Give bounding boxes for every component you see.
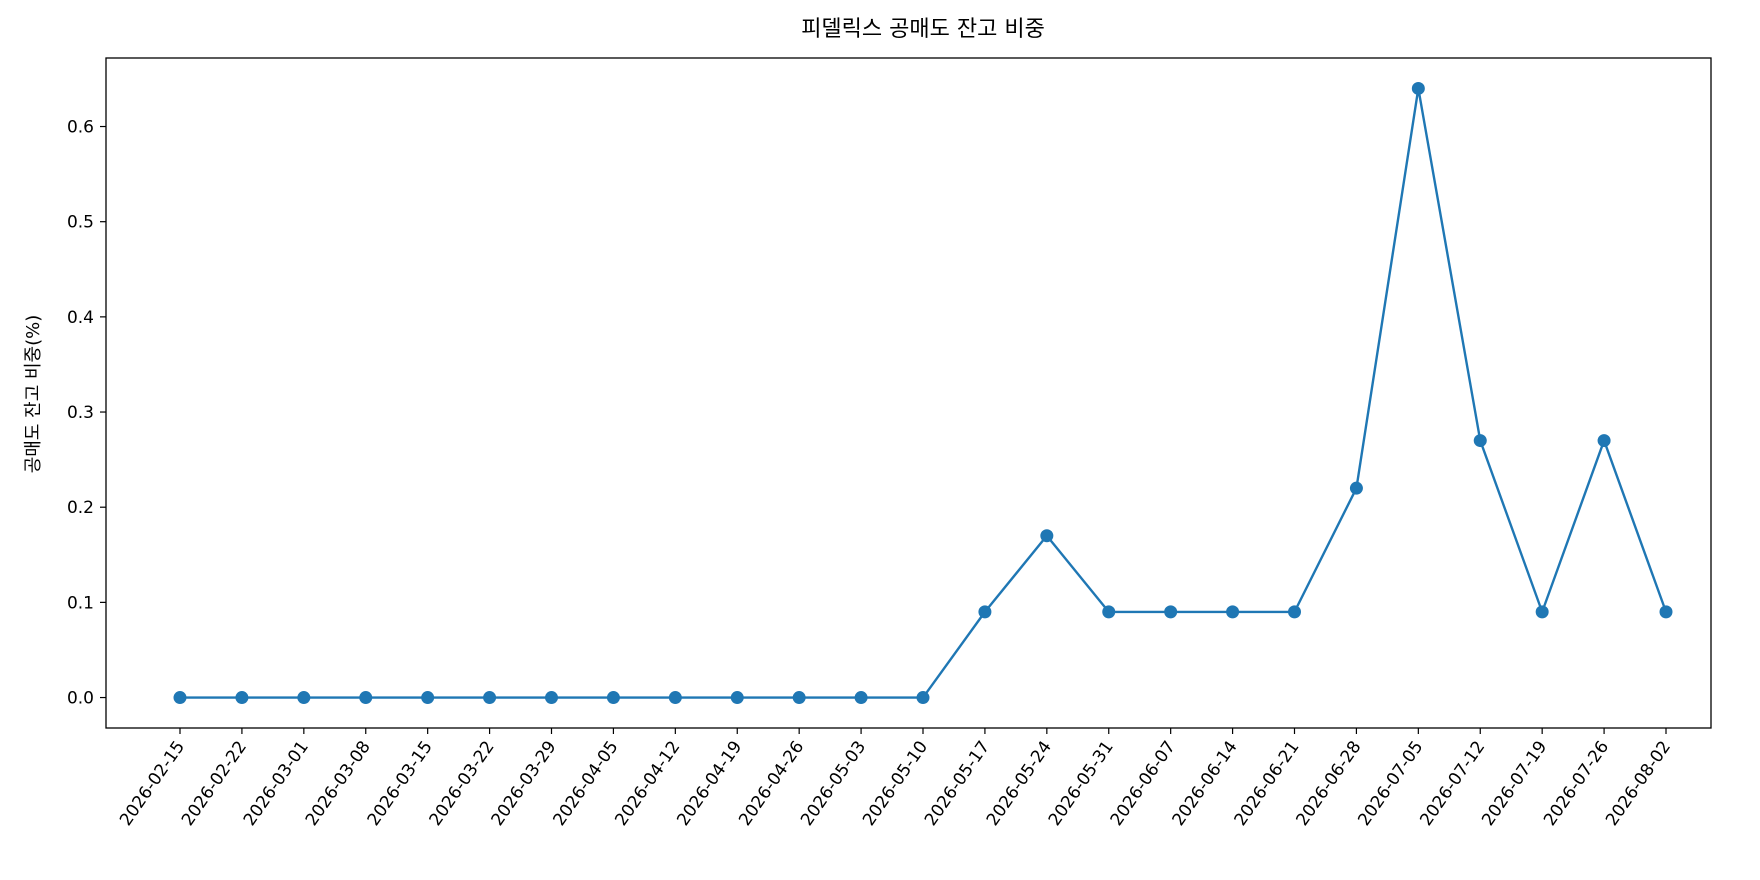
y-axis-label: 공매도 잔고 비중(%)	[23, 315, 44, 474]
data-point	[1288, 605, 1301, 619]
data-point	[1349, 481, 1363, 495]
data-point	[854, 691, 868, 705]
data-point	[978, 605, 992, 619]
data-point	[606, 691, 620, 705]
data-point	[1597, 434, 1611, 448]
data-point	[668, 691, 682, 705]
y-tick-label: 0.3	[67, 403, 94, 423]
y-axis-ticks: 0.0 0.1 0.2 0.3 0.4 0.5 0.6	[67, 118, 106, 709]
data-point	[235, 691, 249, 705]
y-tick-label: 0.5	[67, 213, 94, 233]
y-tick-label: 0.4	[67, 308, 94, 328]
y-tick-label: 0.0	[67, 689, 94, 709]
chart-title: 피델릭스 공매도 잔고 비중	[801, 17, 1045, 42]
data-point	[730, 691, 744, 705]
data-point	[1040, 529, 1054, 543]
data-point	[916, 691, 930, 705]
y-tick-label: 0.2	[67, 498, 94, 518]
plot-frame	[105, 57, 1712, 729]
y-tick-label: 0.1	[67, 593, 94, 613]
data-point	[545, 691, 558, 705]
data-point	[297, 691, 311, 705]
data-point	[1164, 605, 1178, 619]
data-point	[483, 691, 497, 705]
data-point	[1659, 605, 1673, 619]
series-layer	[173, 81, 1673, 705]
data-point	[1226, 605, 1240, 619]
data-point	[1473, 434, 1487, 448]
data-point	[1411, 81, 1425, 95]
data-point	[359, 691, 373, 705]
data-point	[173, 691, 187, 705]
y-tick-label: 0.6	[67, 118, 94, 138]
data-point	[421, 691, 435, 705]
data-point	[792, 691, 806, 705]
data-point	[1535, 605, 1549, 619]
data-point	[1102, 605, 1116, 619]
